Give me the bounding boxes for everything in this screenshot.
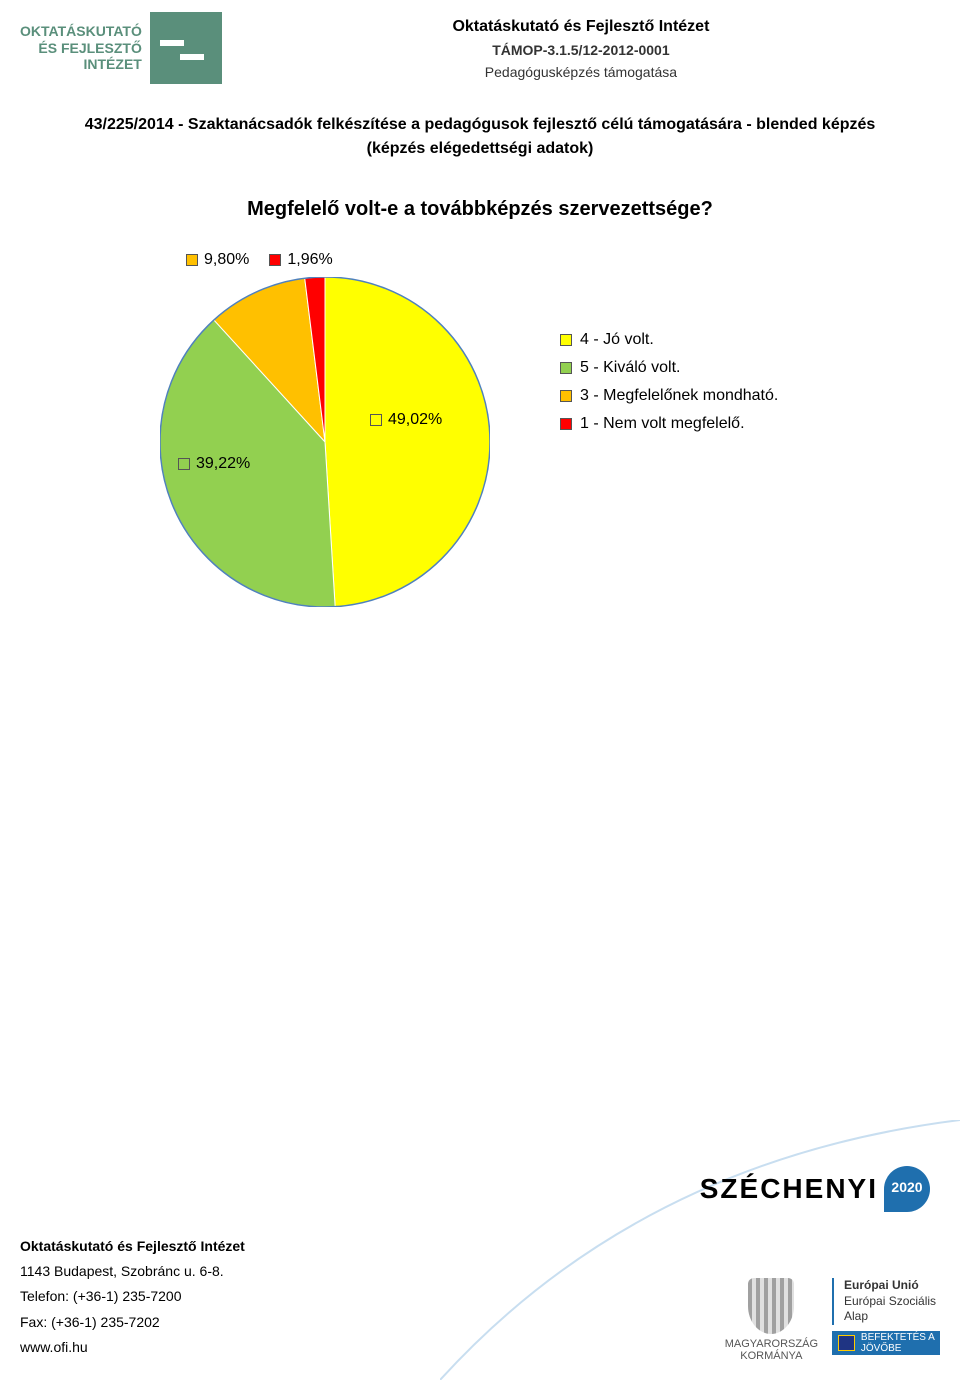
- swatch-4902: [370, 414, 382, 426]
- hungary-line2: KORMÁNYA: [725, 1350, 818, 1362]
- swatch-196: [269, 254, 281, 266]
- legend-swatch-4: [560, 334, 572, 346]
- pie-slice-s4: [325, 277, 490, 607]
- page-footer: SZÉCHENYI 2020 Oktatáskutató és Fejleszt…: [0, 1150, 960, 1380]
- page-header: OKTATÁSKUTATÓ ÉS FEJLESZTŐ INTÉZET Oktat…: [0, 0, 960, 84]
- label-980: 9,80%: [186, 251, 249, 269]
- legend-label-5: 5 - Kiváló volt.: [580, 359, 680, 377]
- logo-line-2: ÉS FEJLESZTŐ: [20, 40, 142, 57]
- legend-label-1: 1 - Nem volt megfelelő.: [580, 415, 745, 433]
- footer-address: 1143 Budapest, Szobránc u. 6-8.: [20, 1259, 245, 1284]
- footer-phone: Telefon: (+36-1) 235-7200: [20, 1284, 245, 1309]
- header-org: Oktatáskutató és Fejlesztő Intézet: [222, 18, 940, 36]
- eu-line1: Európai Unió: [844, 1278, 940, 1294]
- eu-slogan: BEFEKTETÉS A JÖVŐBE: [861, 1332, 940, 1354]
- org-logo-icon: [150, 12, 222, 84]
- label-4902-text: 49,02%: [388, 411, 442, 429]
- szechenyi-logo: SZÉCHENYI 2020: [700, 1166, 930, 1212]
- hungary-gov-block: MAGYARORSZÁG KORMÁNYA: [725, 1278, 818, 1362]
- org-logo-text: OKTATÁSKUTATÓ ÉS FEJLESZTŐ INTÉZET: [20, 23, 142, 73]
- eu-text: Európai Unió Európai Szociális Alap: [832, 1278, 940, 1325]
- header-program: Pedagógusképzés támogatása: [222, 64, 940, 80]
- legend-swatch-3: [560, 390, 572, 402]
- legend-label-4: 4 - Jó volt.: [580, 331, 654, 349]
- label-980-text: 9,80%: [204, 251, 249, 269]
- label-196: 1,96%: [269, 251, 332, 269]
- chart-top-labels: 9,80% 1,96%: [186, 251, 520, 269]
- header-center: Oktatáskutató és Fejlesztő Intézet TÁMOP…: [222, 12, 940, 80]
- swatch-3922: [178, 458, 190, 470]
- legend-item-3: 3 - Megfelelőnek mondható.: [560, 387, 778, 405]
- label-3922-text: 39,22%: [196, 455, 250, 473]
- eu-slogan-bar: BEFEKTETÉS A JÖVŐBE: [832, 1331, 940, 1355]
- swatch-980: [186, 254, 198, 266]
- label-196-text: 1,96%: [287, 251, 332, 269]
- hungary-line1: MAGYARORSZÁG: [725, 1338, 818, 1350]
- chart-legend: 4 - Jó volt. 5 - Kiváló volt. 3 - Megfel…: [560, 331, 778, 443]
- pie-chart: 49,02% 39,22%: [160, 277, 490, 607]
- org-logo: OKTATÁSKUTATÓ ÉS FEJLESZTŐ INTÉZET: [20, 12, 222, 84]
- label-4902: 49,02%: [370, 411, 442, 429]
- pie-svg: [160, 277, 490, 607]
- footer-contact: Oktatáskutató és Fejlesztő Intézet 1143 …: [20, 1234, 245, 1360]
- eu-line3: Alap: [844, 1309, 940, 1325]
- legend-label-3: 3 - Megfelelőnek mondható.: [580, 387, 778, 405]
- document-subtitle: (képzés elégedettségi adatok): [0, 140, 960, 158]
- eu-line2: Európai Szociális: [844, 1294, 940, 1310]
- chart-left: 9,80% 1,96% 49,02% 39,22%: [120, 251, 520, 607]
- legend-swatch-1: [560, 418, 572, 430]
- header-code: TÁMOP-3.1.5/12-2012-0001: [222, 42, 940, 58]
- hungary-crest-icon: [748, 1278, 794, 1334]
- legend-item-1: 1 - Nem volt megfelelő.: [560, 415, 778, 433]
- legend-item-5: 5 - Kiváló volt.: [560, 359, 778, 377]
- chart-title: Megfelelő volt-e a továbbképzés szerveze…: [0, 198, 960, 221]
- legend-item-4: 4 - Jó volt.: [560, 331, 778, 349]
- logo-line-3: INTÉZET: [20, 56, 142, 73]
- legend-swatch-5: [560, 362, 572, 374]
- eu-block: Európai Unió Európai Szociális Alap BEFE…: [832, 1278, 940, 1355]
- eu-flag-icon: [838, 1335, 855, 1351]
- footer-web: www.ofi.hu: [20, 1335, 245, 1360]
- footer-sponsor-block: MAGYARORSZÁG KORMÁNYA Európai Unió Európ…: [725, 1278, 940, 1362]
- szechenyi-text: SZÉCHENYI: [700, 1173, 878, 1205]
- szechenyi-year: 2020: [884, 1166, 930, 1212]
- chart-area: 9,80% 1,96% 49,02% 39,22% 4 - Jó volt.: [0, 251, 960, 607]
- footer-fax: Fax: (+36-1) 235-7202: [20, 1310, 245, 1335]
- footer-org: Oktatáskutató és Fejlesztő Intézet: [20, 1234, 245, 1259]
- logo-line-1: OKTATÁSKUTATÓ: [20, 23, 142, 40]
- label-3922: 39,22%: [178, 455, 250, 473]
- document-title: 43/225/2014 - Szaktanácsadók felkészítés…: [0, 114, 960, 136]
